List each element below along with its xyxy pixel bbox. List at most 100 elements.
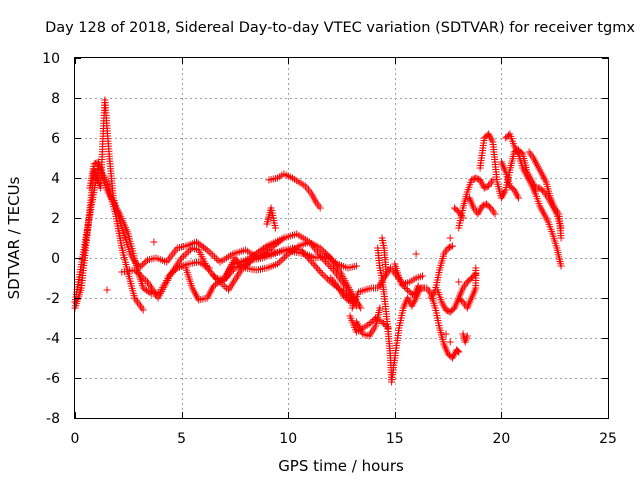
data-point [455,278,463,286]
data-point [515,194,522,202]
axis-ticks [75,58,609,419]
y-tick-label: -4 [46,331,60,347]
data-point [316,204,324,212]
x-tick-labels: 0 5 10 15 20 25 [71,431,617,447]
data-point [400,283,408,291]
data-point [455,348,463,356]
data-point [402,285,410,292]
data-point [340,292,348,300]
data-point [206,267,214,275]
y-tick-labels: -8 -6 -4 -2 0 2 4 6 8 10 [42,51,60,427]
data-point [404,286,412,294]
data-point [419,272,426,280]
data-point [478,202,486,210]
data-point [103,286,111,294]
data-point [320,272,328,280]
data-point [405,288,413,295]
data-point [323,259,331,267]
data-point [290,246,297,254]
data-point [244,259,252,267]
data-point [142,258,150,266]
data-point [306,256,314,264]
data-point [261,243,269,251]
data-point [207,249,215,257]
data-point [179,252,187,260]
data-point [446,243,453,251]
grid [75,58,608,418]
data-point [463,332,471,340]
y-tick-label: 4 [51,171,60,187]
data-point [203,246,211,254]
data-point [318,246,326,254]
data-point [314,265,322,273]
data-point [459,214,467,222]
data-point [201,245,209,253]
data-point [322,249,329,257]
data-point [291,245,299,253]
data-point [200,243,208,251]
data-point [326,263,334,271]
data-point [324,275,332,283]
data-point [138,261,146,269]
y-tick-label: 6 [51,131,60,147]
data-point [185,247,193,255]
data-point [187,246,194,254]
data-point [210,272,218,280]
data-point [280,234,288,242]
data-point [447,243,455,251]
data-point [134,269,142,277]
data-point [412,250,420,258]
data-point [243,260,251,268]
y-tick-label: -2 [46,291,60,307]
data-point [318,270,326,278]
data-point [445,307,453,315]
y-axis-label: SDTVAR / TECUs [5,176,23,299]
data-point [346,298,354,306]
data-point [205,248,213,256]
data-point [293,243,301,251]
data-point [279,255,287,263]
data-point [138,273,146,281]
data-point [211,253,218,261]
data-point [480,184,488,192]
data-point [454,347,462,355]
x-tick-label: 5 [177,431,186,447]
data-point [341,294,349,301]
data-point [325,261,333,269]
data-point [322,258,329,265]
data-point [442,330,450,338]
data-point [142,276,150,284]
data-point [357,304,365,312]
data-point [92,159,100,167]
data-point [414,282,422,290]
y-tick-label: 8 [51,91,60,107]
data-point [274,260,281,268]
data-point [222,274,230,282]
plot-frame [74,57,609,419]
data-point [309,260,317,268]
data-point [194,239,202,247]
data-point [448,242,456,250]
data-point [344,297,352,304]
data-point [282,252,290,260]
x-axis-label: GPS time / hours [278,457,404,475]
data-point [271,224,279,232]
data-point [557,262,565,270]
data-point [281,253,289,261]
data-point [316,244,324,252]
data-point [472,174,480,182]
chart-title: Day 128 of 2018, Sidereal Day-to-day VTE… [45,20,635,36]
x-tick-label: 20 [492,431,510,447]
data-point [209,251,217,259]
data-point [221,283,229,290]
data-point [352,262,360,270]
data-point [178,254,186,262]
data-point [131,266,139,274]
data-point [367,319,375,326]
data-point [407,289,415,297]
data-point [181,251,189,259]
data-point [473,175,481,183]
data-point [311,261,319,269]
data-point [183,249,191,257]
data-point [382,270,390,278]
